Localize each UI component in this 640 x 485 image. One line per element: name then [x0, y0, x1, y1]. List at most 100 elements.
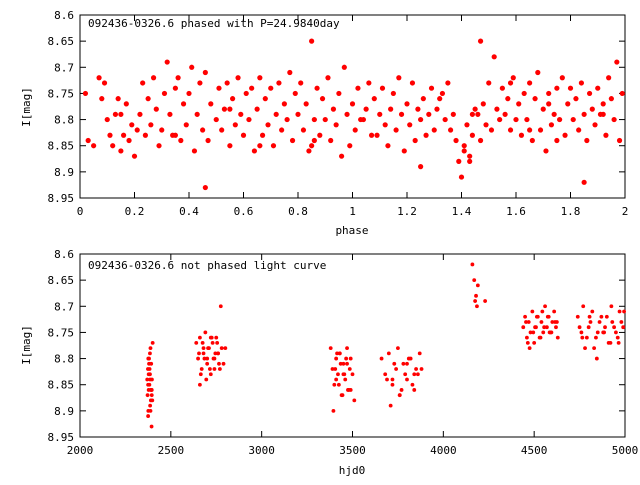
- phased-y-tick-label-7: 8.95: [48, 192, 75, 205]
- phased-data-point: [401, 148, 407, 154]
- unphased-data-point: [345, 346, 349, 351]
- unphased-data-point: [150, 340, 155, 345]
- phased-data-point: [360, 116, 366, 123]
- unphased-data-point: [198, 335, 202, 340]
- phased-data-point: [118, 111, 124, 117]
- phased-data-point: [567, 85, 574, 91]
- phased-data-point: [126, 137, 132, 144]
- unphased-data-point: [148, 346, 153, 351]
- phased-data-point: [467, 153, 473, 159]
- phased-x-tick-label-2: 0.4: [179, 205, 199, 218]
- unphased-data-point: [217, 367, 222, 371]
- phased-data-point: [507, 80, 514, 86]
- phased-data-point: [600, 111, 606, 117]
- unphased-data-point: [580, 335, 585, 340]
- phased-data-point: [213, 116, 219, 123]
- phased-data-point: [388, 106, 394, 112]
- phased-data-point: [505, 96, 511, 102]
- unphased-data-point: [219, 346, 224, 351]
- phased-panel: 092436-0326.6 phased with P=24.9840day I…: [20, 9, 628, 237]
- unphased-plot-frame: [79, 253, 626, 438]
- unphased-data-point: [575, 314, 580, 319]
- unphased-data-point: [221, 361, 226, 366]
- phased-data-point: [439, 90, 446, 97]
- phased-data-point: [412, 137, 418, 144]
- unphased-data-point: [341, 372, 346, 377]
- unphased-data-point: [534, 314, 539, 319]
- phased-data-point: [390, 90, 396, 97]
- unphased-data-points: [145, 262, 626, 429]
- phased-data-point: [178, 137, 184, 144]
- phased-x-tick-label-9: 1.8: [561, 205, 581, 218]
- unphased-data-point: [472, 278, 477, 283]
- phased-data-point: [510, 75, 516, 81]
- unphased-data-point: [345, 361, 349, 366]
- phased-data-point: [385, 143, 391, 149]
- unphased-data-point: [554, 320, 559, 324]
- phased-data-point: [172, 132, 178, 138]
- phased-data-point: [224, 80, 230, 86]
- phased-data-point: [262, 96, 268, 102]
- phased-data-point: [393, 127, 399, 133]
- unphased-data-point: [612, 325, 616, 330]
- phased-data-point: [374, 132, 380, 138]
- phased-data-point: [110, 143, 116, 149]
- phased-data-point: [339, 153, 345, 159]
- phased-data-point: [565, 101, 571, 107]
- unphased-data-point: [555, 335, 560, 340]
- phased-data-point: [129, 122, 135, 128]
- phased-data-point: [246, 116, 252, 123]
- unphased-data-point: [217, 361, 221, 366]
- phased-data-point: [532, 96, 538, 102]
- unphased-data-point: [199, 367, 204, 371]
- unphased-data-point: [544, 325, 549, 330]
- unphased-data-point: [208, 372, 213, 377]
- phased-data-point: [153, 106, 159, 112]
- phased-y-axis-label: I[mag]: [20, 87, 33, 127]
- unphased-data-point: [540, 309, 545, 314]
- phased-data-point: [281, 101, 287, 107]
- unphased-data-point: [148, 351, 152, 356]
- phased-data-point: [197, 80, 203, 86]
- unphased-data-point: [223, 346, 228, 351]
- phased-data-point: [232, 122, 238, 128]
- unphased-data-point: [148, 398, 153, 403]
- unphased-data-point: [579, 330, 584, 335]
- unphased-data-point: [475, 304, 479, 309]
- phased-x-axis-label: phase: [335, 224, 368, 237]
- unphased-data-point: [547, 330, 552, 335]
- unphased-data-point: [348, 388, 353, 392]
- unphased-data-point: [584, 335, 589, 340]
- phased-data-point: [284, 116, 290, 123]
- phased-data-point: [371, 96, 377, 102]
- unphased-data-point: [552, 309, 557, 314]
- unphased-data-point: [604, 314, 609, 319]
- unphased-data-point: [196, 356, 200, 361]
- unphased-y-tick-label-0: 8.6: [54, 248, 74, 261]
- phased-data-point: [227, 106, 233, 112]
- phased-data-point: [91, 143, 97, 149]
- phased-data-point: [306, 148, 312, 154]
- phased-data-point: [477, 137, 484, 144]
- phased-y-tick-label-2: 8.7: [54, 61, 74, 74]
- phased-data-point: [382, 122, 388, 128]
- phased-data-point: [535, 69, 541, 76]
- phased-data-point: [265, 122, 271, 128]
- phased-data-point: [279, 127, 285, 133]
- phased-data-point: [287, 69, 293, 76]
- phased-data-point: [458, 174, 465, 180]
- phased-data-point: [336, 90, 342, 97]
- phased-data-point: [464, 122, 470, 128]
- unphased-data-point: [210, 340, 215, 345]
- phased-data-point: [194, 111, 200, 117]
- phased-x-tick-label-10: 2: [622, 205, 629, 218]
- phased-data-point: [442, 116, 448, 123]
- unphased-data-point: [350, 372, 355, 377]
- phased-data-point: [431, 127, 437, 133]
- unphased-x-tick-label-2: 3000: [248, 444, 275, 457]
- phased-data-point: [104, 116, 110, 123]
- unphased-x-tick-label-0: 2000: [67, 444, 94, 457]
- unphased-data-point: [590, 309, 595, 314]
- unphased-data-point: [344, 356, 349, 361]
- unphased-data-point: [541, 330, 546, 335]
